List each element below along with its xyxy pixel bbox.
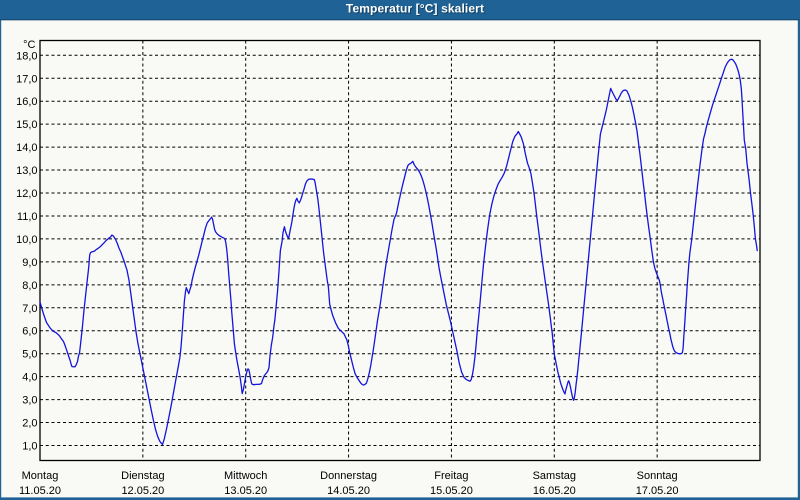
- svg-text:11,0: 11,0: [17, 211, 38, 223]
- svg-text:17,0: 17,0: [16, 73, 37, 85]
- svg-text:Mittwoch: Mittwoch: [224, 470, 267, 482]
- svg-text:Donnerstag: Donnerstag: [320, 470, 377, 482]
- svg-text:Samstag: Samstag: [533, 470, 576, 482]
- svg-text:5,0: 5,0: [22, 349, 37, 361]
- svg-text:15,0: 15,0: [16, 119, 37, 131]
- svg-text:11.05.20: 11.05.20: [19, 485, 61, 497]
- svg-text:9,0: 9,0: [22, 257, 37, 269]
- svg-text:4,0: 4,0: [22, 372, 37, 384]
- svg-text:6,0: 6,0: [22, 326, 37, 338]
- svg-text:14.05.20: 14.05.20: [327, 485, 370, 497]
- svg-text:7,0: 7,0: [22, 303, 37, 315]
- svg-text:13,0: 13,0: [16, 165, 37, 177]
- svg-text:Temperatur [°C] skaliert: Temperatur [°C] skaliert: [346, 2, 484, 16]
- svg-text:Freitag: Freitag: [434, 470, 468, 482]
- svg-text:12.05.20: 12.05.20: [121, 485, 164, 497]
- svg-text:Montag: Montag: [22, 470, 59, 482]
- svg-text:14,0: 14,0: [16, 142, 37, 154]
- svg-text:2,0: 2,0: [22, 418, 37, 430]
- svg-text:15.05.20: 15.05.20: [430, 485, 473, 497]
- svg-text:Sonntag: Sonntag: [637, 470, 678, 482]
- svg-text:18,0: 18,0: [16, 50, 37, 62]
- svg-text:1,0: 1,0: [22, 441, 37, 453]
- svg-text:12,0: 12,0: [16, 188, 37, 200]
- svg-text:16,0: 16,0: [16, 96, 37, 108]
- svg-text:10,0: 10,0: [16, 234, 37, 246]
- svg-text:3,0: 3,0: [22, 395, 37, 407]
- svg-text:17.05.20: 17.05.20: [636, 485, 679, 497]
- svg-text:Temperatur [°C] skaliert: Temperatur [°C] skaliert: [347, 3, 485, 17]
- svg-text:16.05.20: 16.05.20: [533, 485, 576, 497]
- svg-text:13.05.20: 13.05.20: [224, 485, 267, 497]
- svg-text:8,0: 8,0: [22, 280, 37, 292]
- svg-text:Dienstag: Dienstag: [121, 470, 164, 482]
- svg-text:°C: °C: [23, 39, 35, 51]
